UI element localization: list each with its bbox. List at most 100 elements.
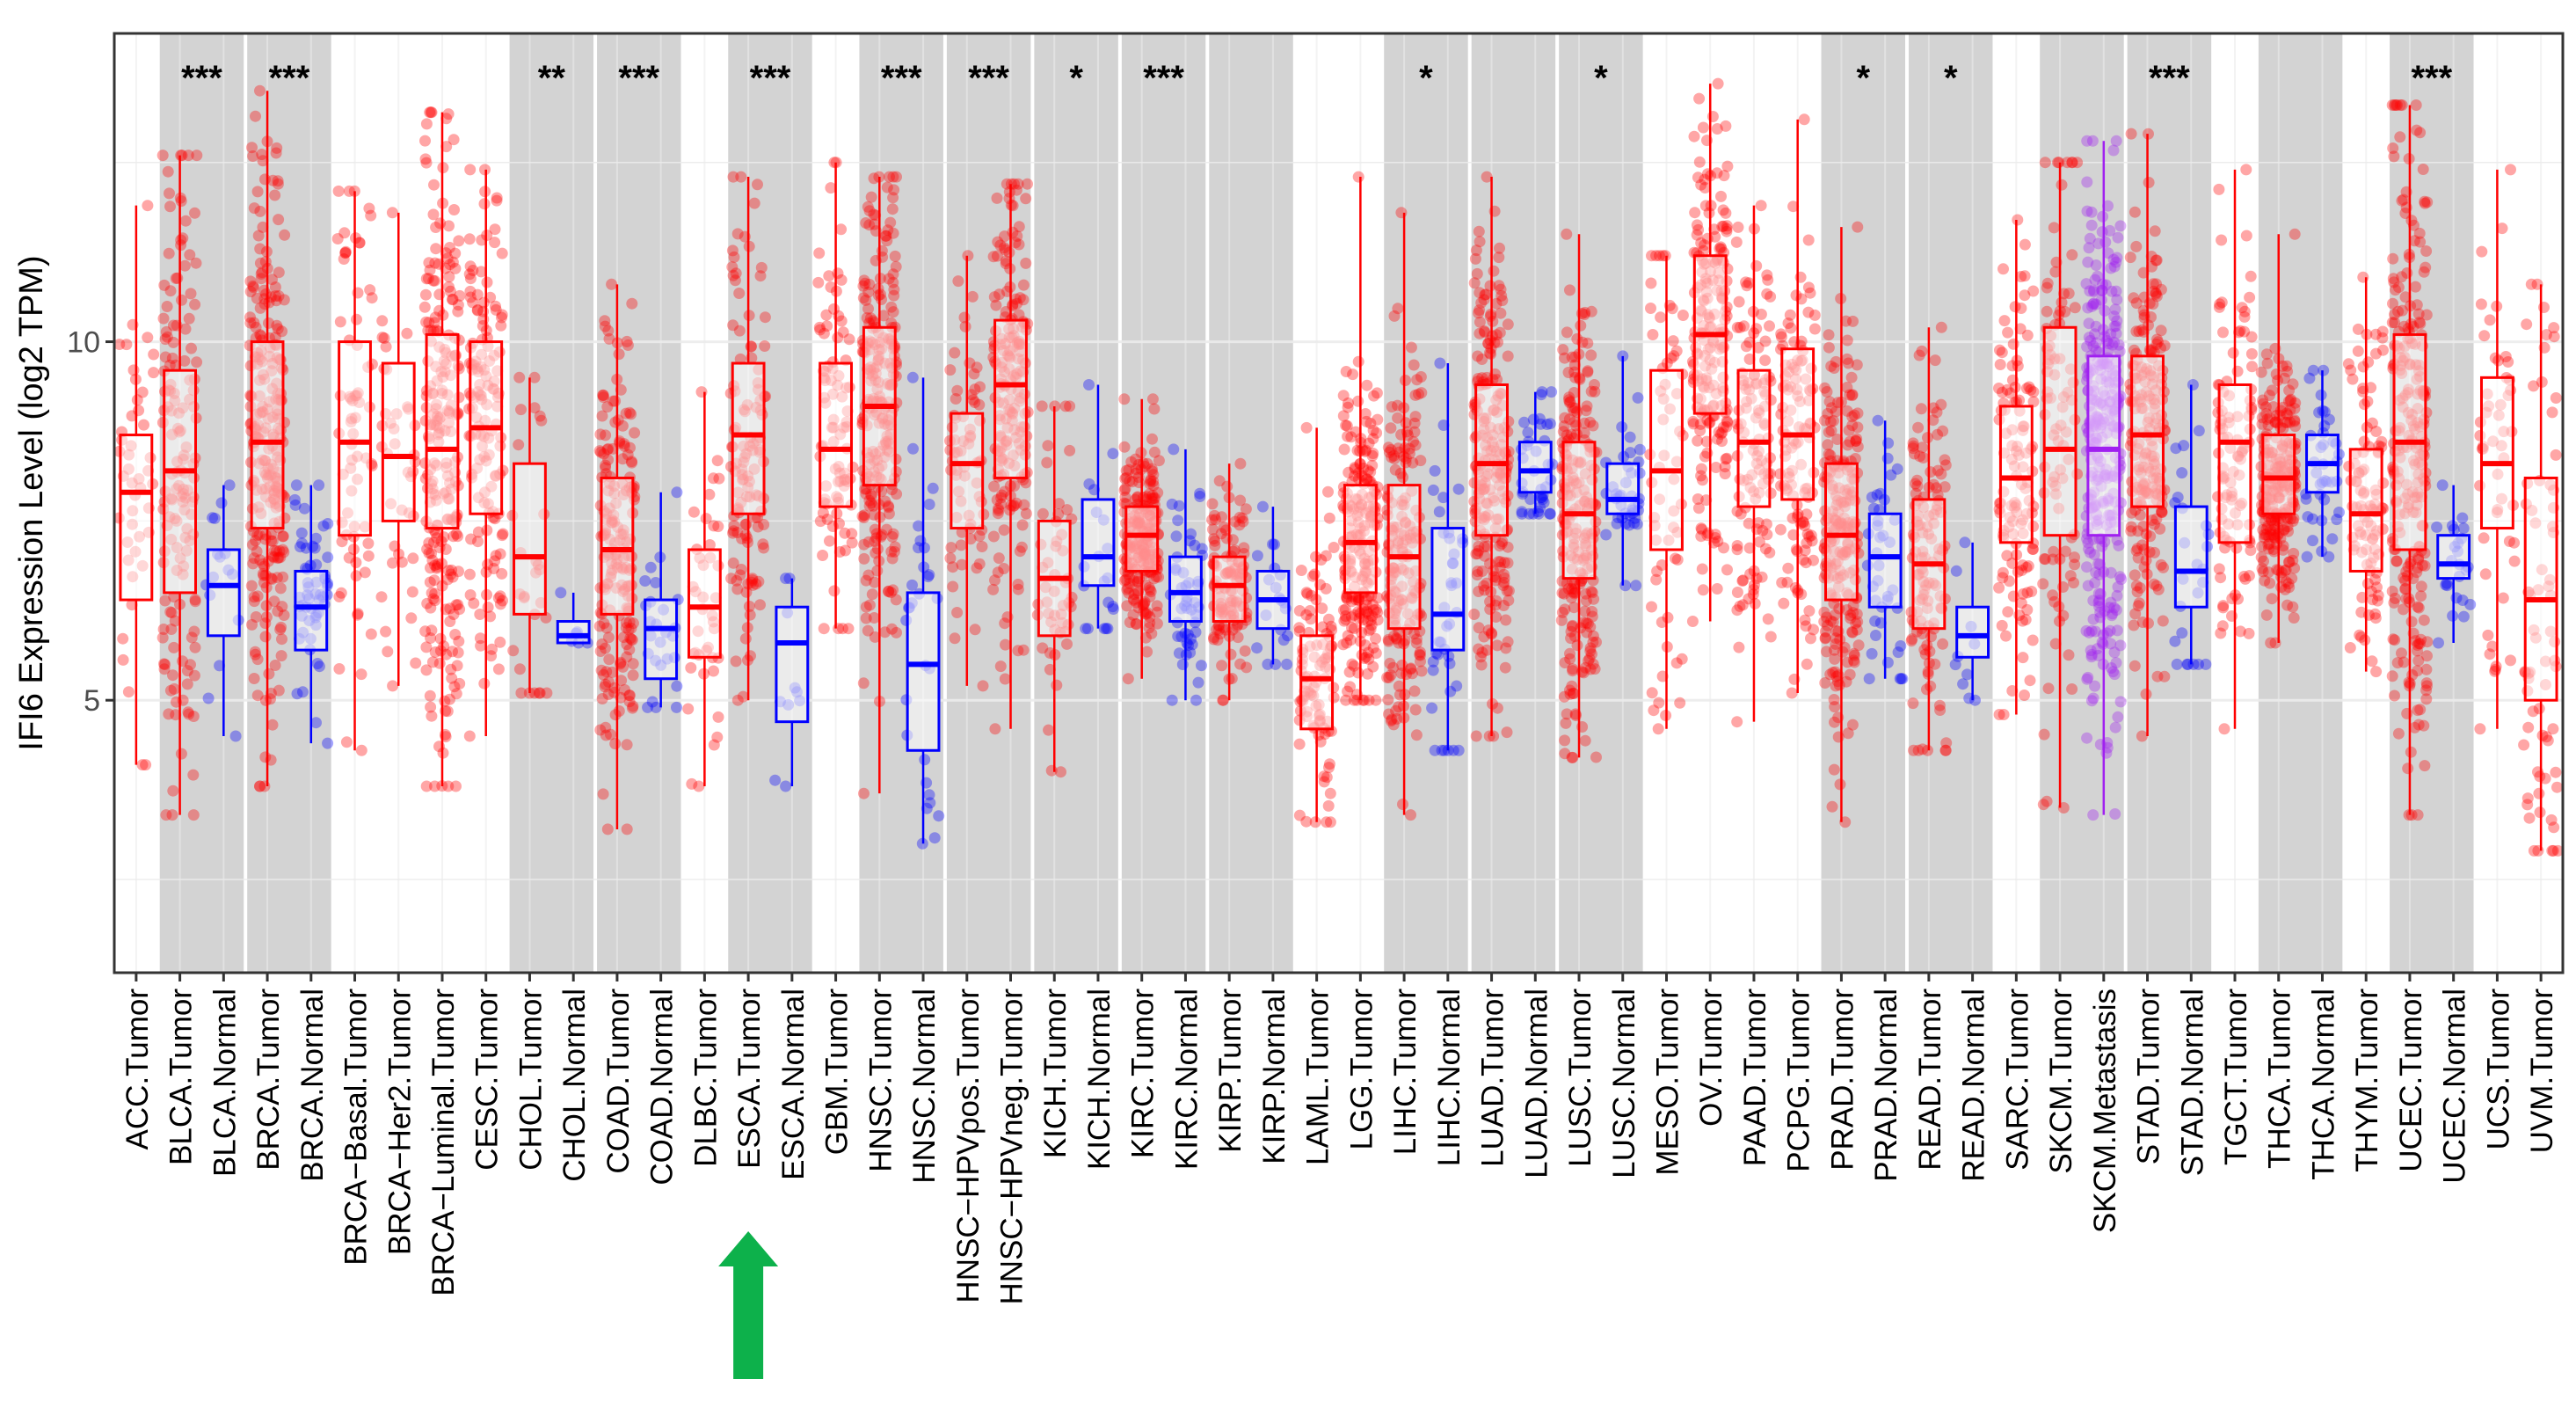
data-point [453,235,464,246]
data-point [1951,566,1962,577]
data-point [1563,367,1575,378]
data-point [1415,656,1426,668]
data-point [1472,351,1483,362]
data-point [1401,453,1412,464]
data-point [869,612,880,624]
data-point [1481,288,1492,300]
data-point [733,288,745,299]
data-point [467,265,478,276]
data-point [944,364,956,376]
data-point [1645,303,1656,314]
data-point [999,486,1010,498]
data-point [1349,660,1360,672]
data-point [464,569,476,580]
data-point [497,529,508,541]
data-point [1732,544,1743,555]
data-point [1842,335,1853,347]
data-point [1721,226,1732,237]
data-point [1013,579,1024,590]
data-point [1936,322,1947,333]
data-point [967,291,979,303]
data-point [602,823,614,835]
data-point [1011,298,1022,310]
data-point [1386,401,1398,412]
data-point [824,536,835,547]
data-point [609,738,621,749]
data-point [1500,662,1511,674]
data-point [351,314,362,325]
data-point [1786,688,1798,699]
data-point [2012,215,2023,226]
data-point [1914,350,1925,361]
data-point [1060,400,1072,412]
data-point [599,315,610,326]
data-point [598,788,609,799]
data-point [1428,665,1439,676]
data-point [1895,673,1906,684]
data-point [1392,412,1403,424]
data-point [376,591,388,602]
data-point [1584,417,1596,428]
data-point [1750,323,1762,334]
data-point [1809,324,1821,335]
data-point [959,312,971,324]
data-point [167,669,178,681]
data-point [184,249,195,260]
data-point [1127,609,1139,621]
data-point [627,701,638,712]
data-point [1212,634,1224,646]
data-point [230,731,242,742]
data-point [1922,745,1933,756]
data-point [453,636,464,647]
data-point [176,748,187,760]
data-point [277,530,288,542]
data-point [1196,660,1207,671]
data-point [1325,816,1336,828]
data-point [2081,177,2092,188]
data-point [1545,508,1556,520]
data-point [974,381,986,392]
data-point [821,320,833,332]
data-point [987,584,999,595]
data-point [270,660,281,671]
data-point [454,290,465,302]
data-point [446,673,457,684]
data-point [1502,726,1513,738]
data-point [1434,358,1445,369]
data-point [464,233,476,244]
data-point [1107,448,1118,459]
data-point [685,662,696,674]
data-point [993,507,1004,519]
data-point [428,179,440,191]
data-point [2018,588,2029,600]
data-point [601,444,613,456]
data-point [1653,697,1664,709]
data-point [1882,657,1894,668]
data-point [209,513,221,524]
data-point [731,267,742,279]
data-point [1360,652,1372,663]
data-point [1721,161,1733,172]
data-point [1699,239,1710,251]
data-point [1141,646,1153,658]
data-point [1411,638,1423,649]
data-point [1130,454,1141,465]
data-point [862,312,873,324]
data-point [1712,123,1723,135]
data-point [1733,222,1744,233]
data-point [1536,389,1547,400]
data-point [1754,536,1765,548]
data-point [1474,328,1485,339]
data-point [426,711,437,722]
data-point [1014,239,1025,251]
data-point [891,488,902,500]
data-point [617,420,629,432]
data-point [1759,354,1771,366]
data-point [1221,481,1233,493]
data-point [978,680,989,691]
data-point [401,328,412,339]
data-point [1689,207,1700,218]
data-point [1003,247,1015,259]
data-point [760,311,771,323]
data-point [1801,659,1813,670]
